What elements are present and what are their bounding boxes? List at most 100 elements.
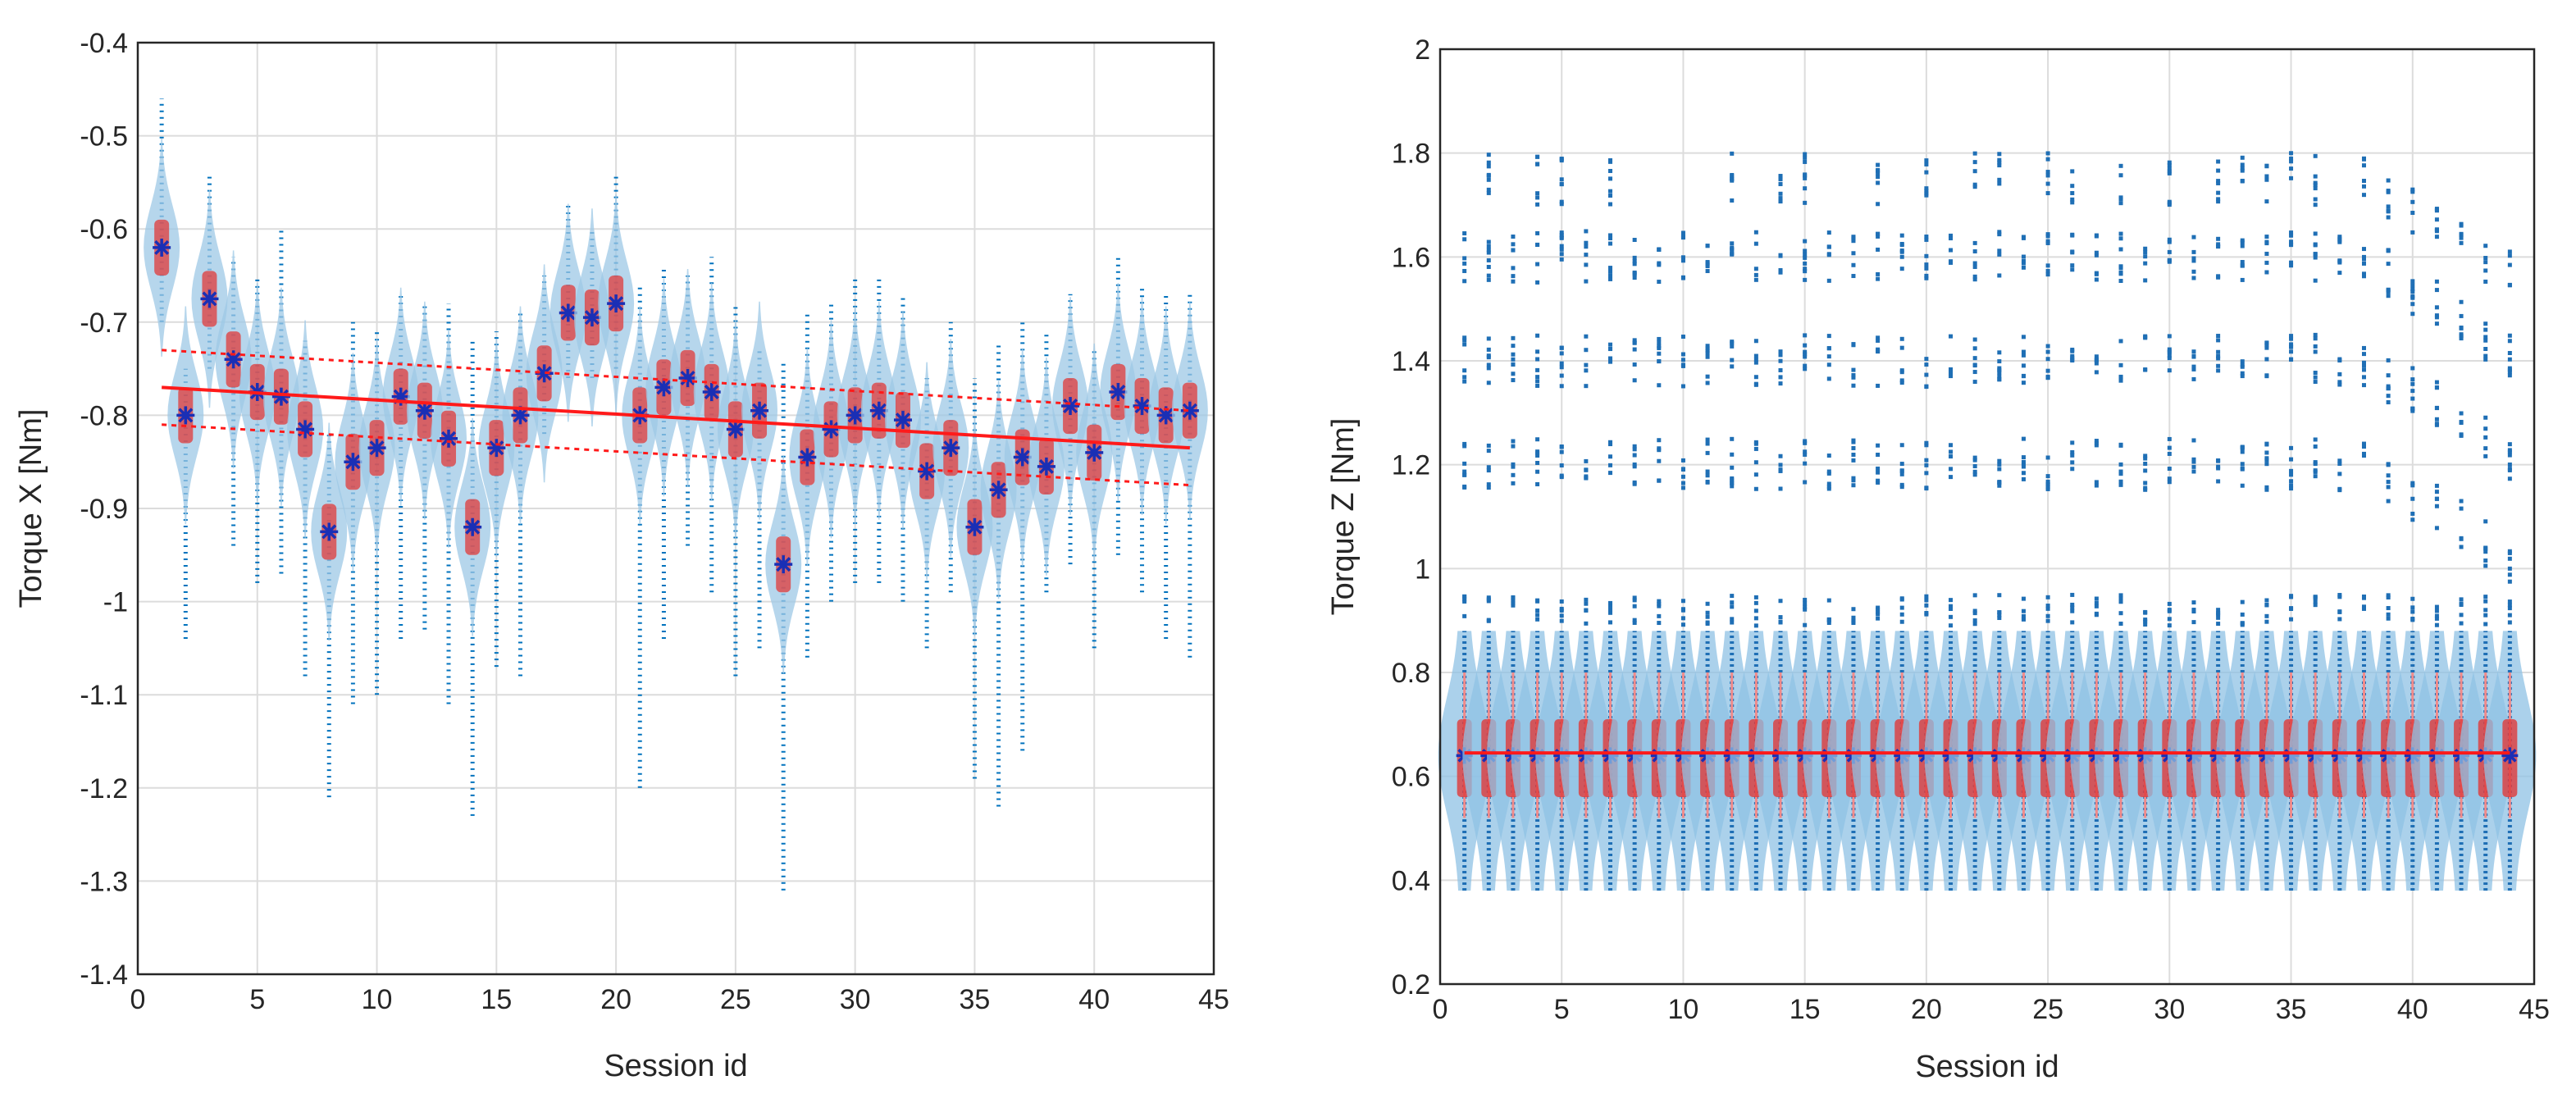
- outlier-point: [2410, 283, 2415, 288]
- outlier-point: [2459, 299, 2464, 304]
- median-marker: [584, 310, 600, 326]
- outlier-point: [2361, 274, 2366, 279]
- outlier-point: [2240, 263, 2245, 268]
- outlier-point: [2507, 453, 2512, 458]
- outlier-point: [1730, 465, 1735, 470]
- outlier-point: [2118, 201, 2123, 206]
- median-marker: [465, 519, 481, 535]
- outlier-point: [2459, 597, 2464, 602]
- outlier-point: [2191, 620, 2196, 625]
- outlier-point: [2021, 349, 2026, 354]
- trend-upper-bound: [162, 349, 1190, 412]
- outlier-point: [1778, 454, 1783, 458]
- outlier-point: [2021, 608, 2026, 613]
- outlier-point: [1584, 467, 1589, 472]
- outlier-point: [2289, 617, 2294, 622]
- outlier-point: [1851, 478, 1856, 483]
- outlier-point: [1680, 258, 1685, 263]
- outlier-point: [1972, 622, 1977, 627]
- outlier-point: [2410, 517, 2415, 522]
- outlier-point: [2045, 272, 2050, 277]
- outlier-point: [1559, 373, 1564, 378]
- outlier-point: [2386, 248, 2391, 253]
- outlier-point: [2143, 454, 2148, 458]
- y-tick-label: 0.6: [1392, 762, 1430, 793]
- outlier-point: [1486, 366, 1491, 371]
- outlier-point: [1705, 381, 1710, 385]
- outlier-point: [1535, 262, 1540, 267]
- outlier-point: [2313, 603, 2318, 608]
- outlier-point: [1803, 155, 1808, 160]
- outlier-point: [1876, 466, 1881, 471]
- outlier-point: [2483, 426, 2488, 431]
- outlier-point: [2118, 469, 2123, 474]
- outlier-point: [2361, 360, 2366, 365]
- outlier-point: [2410, 289, 2415, 294]
- outlier-point: [1535, 349, 1540, 354]
- outlier-point: [1608, 233, 1613, 238]
- outlier-point: [1511, 266, 1516, 271]
- median-marker: [919, 463, 935, 479]
- outlier-point: [2337, 380, 2342, 385]
- outlier-point: [2118, 596, 2123, 601]
- outlier-point: [1803, 252, 1808, 257]
- outlier-point: [1851, 383, 1856, 388]
- outlier-point: [1753, 353, 1758, 358]
- outlier-point: [1657, 344, 1662, 349]
- outlier-point: [1924, 362, 1929, 367]
- outlier-point: [2337, 357, 2342, 362]
- outlier-point: [2264, 373, 2269, 378]
- outlier-point: [2459, 536, 2464, 540]
- outlier-point: [2313, 375, 2318, 380]
- outlier-point: [1949, 449, 1954, 454]
- outlier-point: [2264, 235, 2269, 239]
- outlier-point: [1559, 361, 1564, 366]
- outlier-point: [1657, 604, 1662, 608]
- outlier-point: [1486, 618, 1491, 622]
- median-marker: [560, 305, 576, 321]
- outlier-point: [1924, 384, 1929, 389]
- outlier-point: [1972, 362, 1977, 367]
- outlier-point: [1705, 354, 1710, 359]
- outlier-point: [1753, 267, 1758, 271]
- outlier-point: [1803, 267, 1808, 271]
- outlier-point: [2167, 203, 2172, 207]
- outlier-point: [1462, 368, 1467, 373]
- outlier-point: [1753, 339, 1758, 344]
- outlier-point: [2021, 265, 2026, 270]
- outlier-point: [1949, 623, 1954, 628]
- outlier-point: [1535, 613, 1540, 618]
- median-marker: [752, 403, 768, 418]
- y-tick-label: -0.6: [80, 214, 128, 245]
- outlier-point: [2289, 334, 2294, 339]
- outlier-point: [2045, 474, 2050, 479]
- outlier-point: [2167, 445, 2172, 450]
- outlier-point: [2313, 462, 2318, 467]
- outlier-point: [1778, 615, 1783, 620]
- outlier-point: [2507, 476, 2512, 481]
- outlier-point: [1486, 482, 1491, 487]
- outlier-point: [1535, 617, 1540, 622]
- outlier-point: [1997, 181, 2002, 186]
- outlier-point: [1680, 352, 1685, 357]
- outlier-point: [1657, 613, 1662, 618]
- outlier-point: [2167, 467, 2172, 472]
- outlier-point: [2410, 381, 2415, 386]
- outlier-point: [1657, 438, 1662, 443]
- outlier-point: [2410, 483, 2415, 488]
- outlier-point: [2410, 389, 2415, 394]
- outlier-point: [2507, 370, 2512, 375]
- outlier-point: [2070, 608, 2075, 613]
- outlier-point: [2264, 260, 2269, 265]
- outlier-point: [2483, 446, 2488, 451]
- outlier-point: [2021, 254, 2026, 259]
- y-tick-label: -0.7: [80, 308, 128, 339]
- outlier-point: [2434, 422, 2439, 426]
- outlier-point: [1657, 340, 1662, 345]
- outlier-point: [2289, 468, 2294, 473]
- outlier-point: [1924, 471, 1929, 476]
- outlier-point: [2167, 169, 2172, 174]
- outlier-point: [2070, 184, 2075, 189]
- outlier-point: [1803, 622, 1808, 627]
- outlier-point: [2264, 485, 2269, 490]
